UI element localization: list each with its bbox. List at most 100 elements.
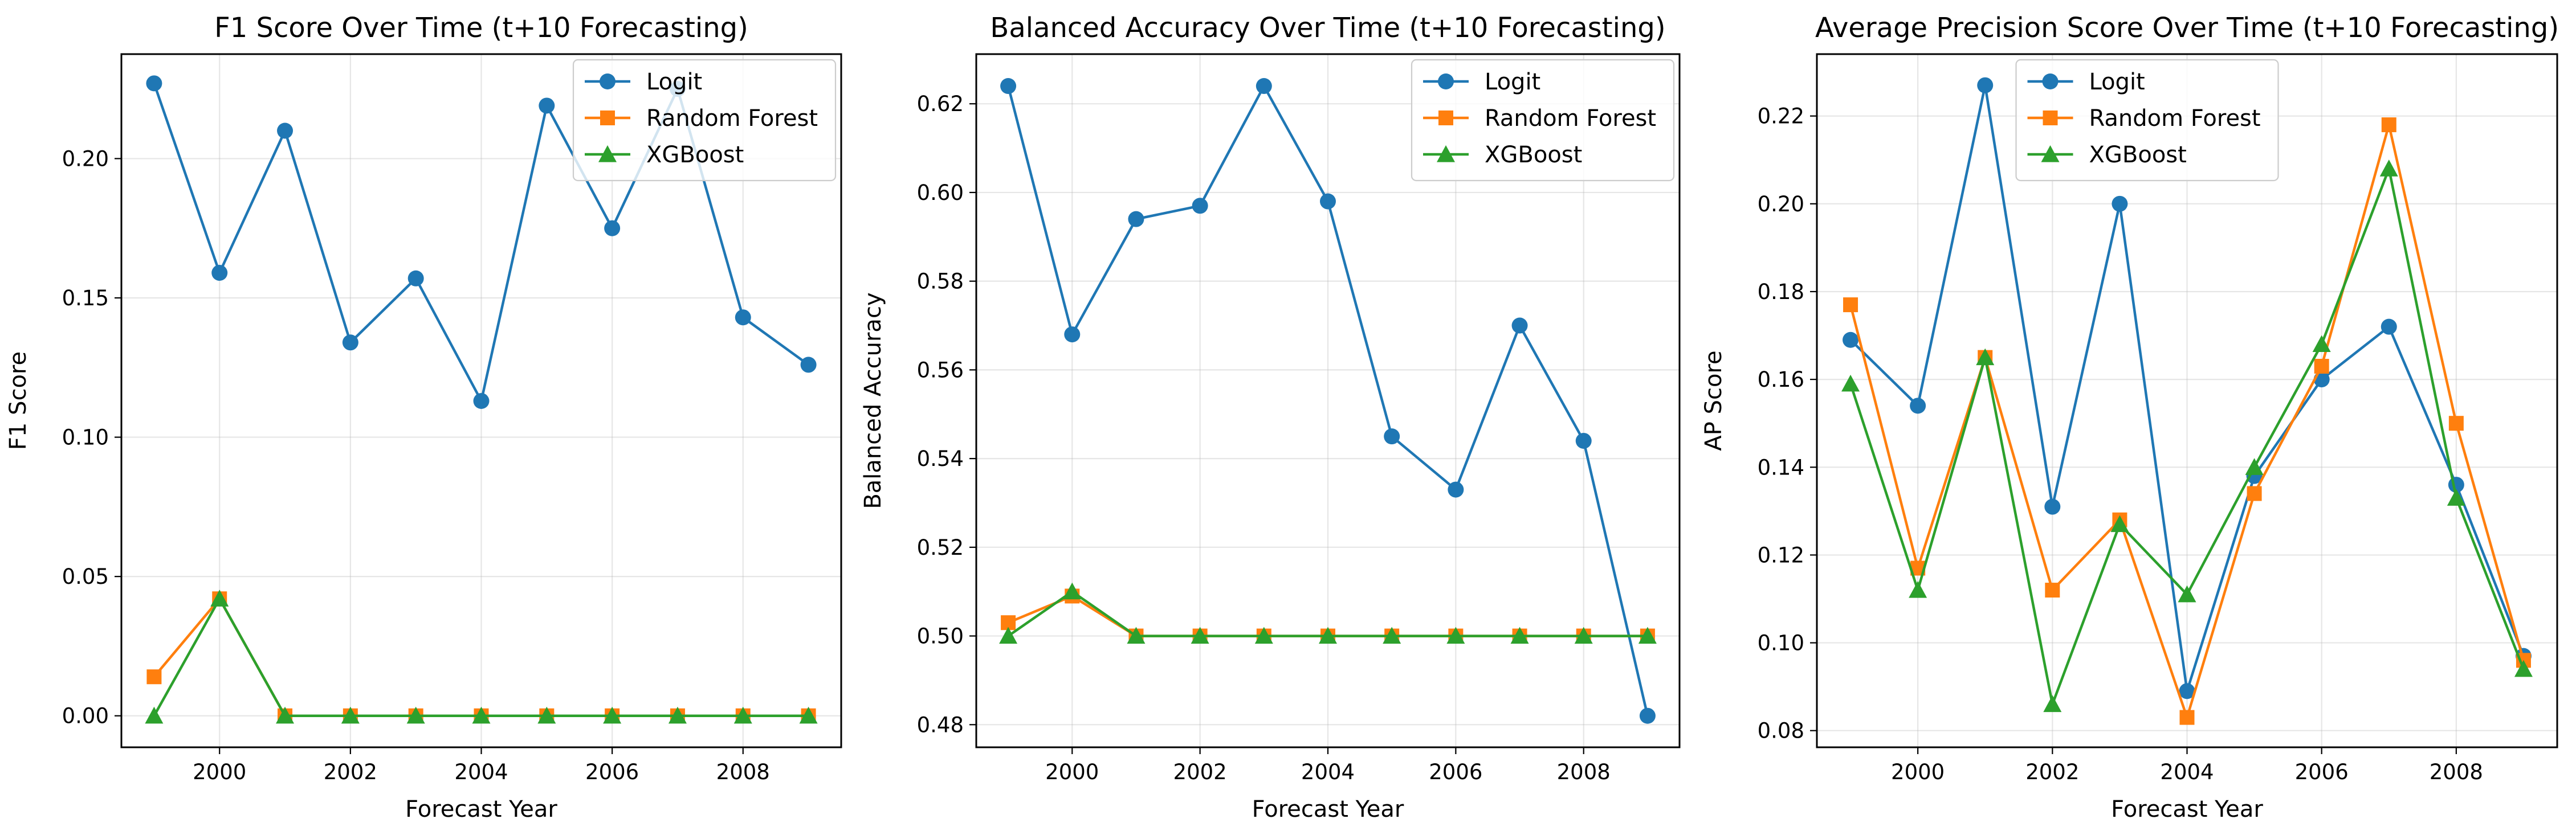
plot-frame — [975, 53, 1681, 748]
data-point — [406, 706, 425, 724]
data-point — [1192, 198, 1208, 214]
legend-label: XGBoost — [646, 142, 744, 168]
legend: Logit Random Forest XGBoost — [2015, 59, 2279, 182]
legend-label: Logit — [1485, 69, 1540, 95]
data-point — [1127, 627, 1146, 644]
data-point — [1843, 297, 1858, 313]
data-point — [1446, 627, 1465, 644]
data-point — [1319, 627, 1337, 644]
data-point — [210, 590, 229, 607]
data-point — [999, 627, 1018, 644]
data-point — [604, 220, 621, 236]
y-tick-label: 0.56 — [917, 358, 964, 382]
data-point — [1639, 707, 1656, 724]
legend-label: Logit — [646, 69, 702, 95]
data-point — [1843, 331, 1859, 348]
legend-marker — [2042, 73, 2059, 89]
legend-item-logit: Logit — [2027, 69, 2145, 95]
data-point — [1910, 398, 1926, 414]
data-point — [733, 706, 752, 724]
x-tick-label: 2006 — [585, 760, 639, 784]
y-tick-label: 0.22 — [1758, 104, 1804, 129]
x-axis-label: Forecast Year — [2111, 796, 2263, 822]
legend: Logit Random Forest XGBoost — [1411, 59, 1675, 182]
legend-item-xgboost: XGBoost — [1423, 142, 1582, 168]
series-xgboost — [1841, 159, 2533, 713]
legend-item-random-forest: Random Forest — [1423, 105, 1656, 132]
chart-title: Balanced Accuracy Over Time (t+10 Foreca… — [990, 12, 1665, 44]
x-tick-label: 2000 — [193, 760, 246, 784]
data-point — [407, 270, 424, 286]
y-tick-label: 0.50 — [917, 624, 964, 649]
data-point — [1191, 627, 1209, 644]
series-xgboost — [145, 590, 818, 724]
legend: Logit Random Forest XGBoost — [572, 59, 837, 182]
legend-frame — [2015, 59, 2279, 182]
x-axis-label: Forecast Year — [405, 796, 557, 822]
x-tick-label: 2000 — [1891, 760, 1945, 784]
data-point — [2110, 515, 2129, 533]
data-point — [1384, 428, 1400, 445]
y-tick-label: 0.58 — [917, 269, 964, 294]
chart-panel-3: 2000 2002 2004 2006 2008 0.08 0.10 0.12 0.14 0.16… — [1701, 12, 2559, 822]
data-point — [1976, 348, 1995, 366]
data-point — [539, 97, 555, 114]
y-tick-label: 0.15 — [62, 286, 109, 310]
data-point — [2379, 159, 2398, 177]
data-point — [146, 75, 162, 92]
y-tick-label: 0.60 — [917, 181, 964, 205]
legend-label: Random Forest — [2089, 105, 2261, 132]
plot-frame — [1816, 53, 2558, 748]
y-tick-label: 0.20 — [1758, 192, 1804, 216]
legend-marker — [600, 110, 615, 125]
y-tick-label: 0.00 — [62, 704, 109, 728]
data-point — [2314, 358, 2329, 374]
y-tick-label: 0.48 — [917, 713, 964, 737]
plot-frame — [120, 53, 842, 748]
y-tick-label: 0.18 — [1758, 280, 1804, 304]
data-point — [2447, 489, 2465, 506]
data-point — [2381, 318, 2397, 335]
legend-frame — [572, 59, 837, 182]
chart-title: F1 Score Over Time (t+10 Forecasting) — [214, 12, 748, 44]
data-point — [800, 357, 817, 373]
data-point — [1448, 481, 1464, 498]
data-point — [1063, 582, 1082, 600]
legend-marker — [600, 73, 616, 89]
y-tick-label: 0.10 — [62, 425, 109, 450]
y-tick-label: 0.52 — [917, 535, 964, 560]
series-logit — [1000, 78, 1656, 724]
data-point — [2112, 195, 2128, 212]
data-point — [799, 706, 818, 724]
x-tick-label: 2008 — [2430, 760, 2483, 784]
data-point — [145, 706, 164, 724]
x-tick-label: 2004 — [1301, 760, 1355, 784]
legend-marker — [1437, 145, 1455, 162]
legend-marker — [598, 145, 617, 162]
data-point — [473, 392, 490, 409]
series-xgboost — [999, 582, 1657, 644]
y-tick-label: 0.14 — [1758, 455, 1804, 480]
data-point — [1510, 627, 1529, 644]
y-axis-label: F1 Score — [5, 351, 31, 450]
data-point — [342, 334, 358, 351]
data-point — [2245, 458, 2264, 475]
legend-marker — [2043, 110, 2058, 125]
y-tick-label: 0.08 — [1758, 719, 1804, 743]
data-point — [668, 706, 687, 724]
data-point — [2247, 486, 2262, 501]
legend-marker — [1438, 73, 1454, 89]
data-point — [211, 264, 228, 281]
x-tick-label: 2006 — [1429, 760, 1482, 784]
legend-label: Logit — [2089, 69, 2145, 95]
x-tick-label: 2002 — [1173, 760, 1227, 784]
legend-item-xgboost: XGBoost — [585, 142, 744, 168]
data-point — [2044, 498, 2061, 515]
data-point — [1575, 432, 1592, 449]
data-point — [276, 706, 295, 724]
data-point — [277, 122, 294, 139]
x-tick-label: 2006 — [2295, 760, 2349, 784]
y-axis-label: AP Score — [1701, 350, 1727, 451]
x-tick-label: 2002 — [2025, 760, 2079, 784]
data-point — [146, 669, 162, 685]
